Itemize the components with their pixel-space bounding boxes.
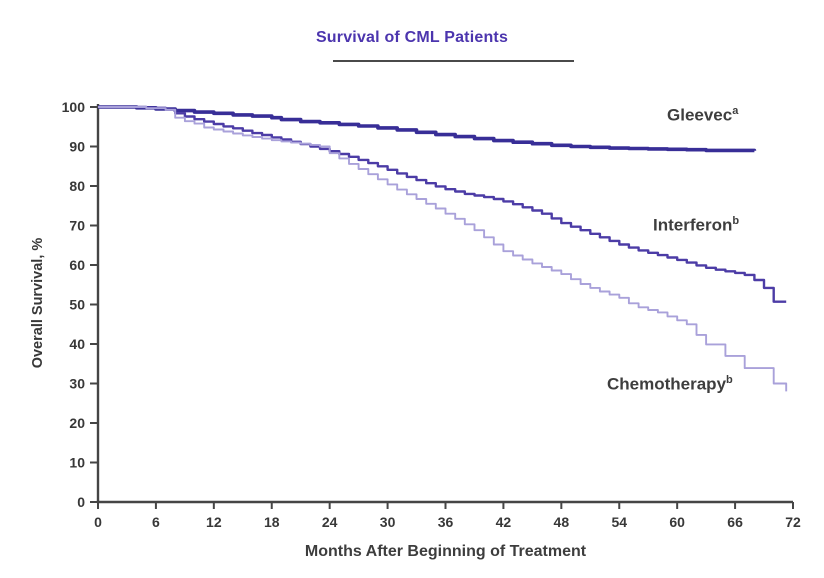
y-tick-label: 40 <box>69 336 85 352</box>
footnote-marker-b2: b <box>726 374 733 386</box>
y-tick-label: 90 <box>69 139 85 155</box>
title-underline <box>333 60 574 62</box>
y-tick-label: 100 <box>62 99 86 115</box>
x-tick-label: 24 <box>322 514 338 530</box>
x-tick-label: 18 <box>264 514 280 530</box>
series-label-interferon-text: Interferon <box>653 215 733 235</box>
x-tick-label: 66 <box>727 514 743 530</box>
survival-curve-interferon <box>98 105 787 303</box>
x-axis-title: Months After Beginning of Treatment <box>304 543 587 560</box>
y-tick-label: 70 <box>69 218 85 234</box>
y-tick-label: 50 <box>69 297 85 313</box>
series-label-interferon: Interferonb <box>653 215 739 236</box>
y-tick-label: 30 <box>69 376 85 392</box>
footnote-marker-b: b <box>732 215 740 227</box>
x-tick-label: 54 <box>611 514 627 530</box>
y-tick-label: 60 <box>69 257 85 273</box>
series-label-chemotherapy-text: Chemotherapy <box>607 374 727 394</box>
x-tick-label: 0 <box>94 514 102 530</box>
x-tick-label: 48 <box>554 514 570 530</box>
footnote-marker-a: a <box>732 105 739 117</box>
x-tick-label: 30 <box>380 514 396 530</box>
x-tick-label: 72 <box>785 514 801 530</box>
series-label-gleevec-text: Gleevec <box>667 105 733 125</box>
series-label-chemotherapy: Chemotherapyb <box>607 374 733 395</box>
y-tick-label: 80 <box>69 178 85 194</box>
y-tick-label: 10 <box>69 455 85 471</box>
x-tick-label: 6 <box>152 514 160 530</box>
x-tick-label: 36 <box>438 514 454 530</box>
y-tick-label: 20 <box>69 415 85 431</box>
y-tick-label: 0 <box>77 494 85 510</box>
survival-curve-chemotherapy <box>98 106 788 392</box>
x-tick-label: 42 <box>496 514 512 530</box>
chart-title: Survival of CML Patients <box>315 29 509 46</box>
survival-curve-gleevec <box>98 105 757 153</box>
y-axis-title: Overall Survival, % <box>30 237 46 369</box>
x-tick-label: 60 <box>669 514 685 530</box>
series-label-gleevec: Gleeveca <box>667 105 738 126</box>
x-tick-label: 12 <box>206 514 222 530</box>
